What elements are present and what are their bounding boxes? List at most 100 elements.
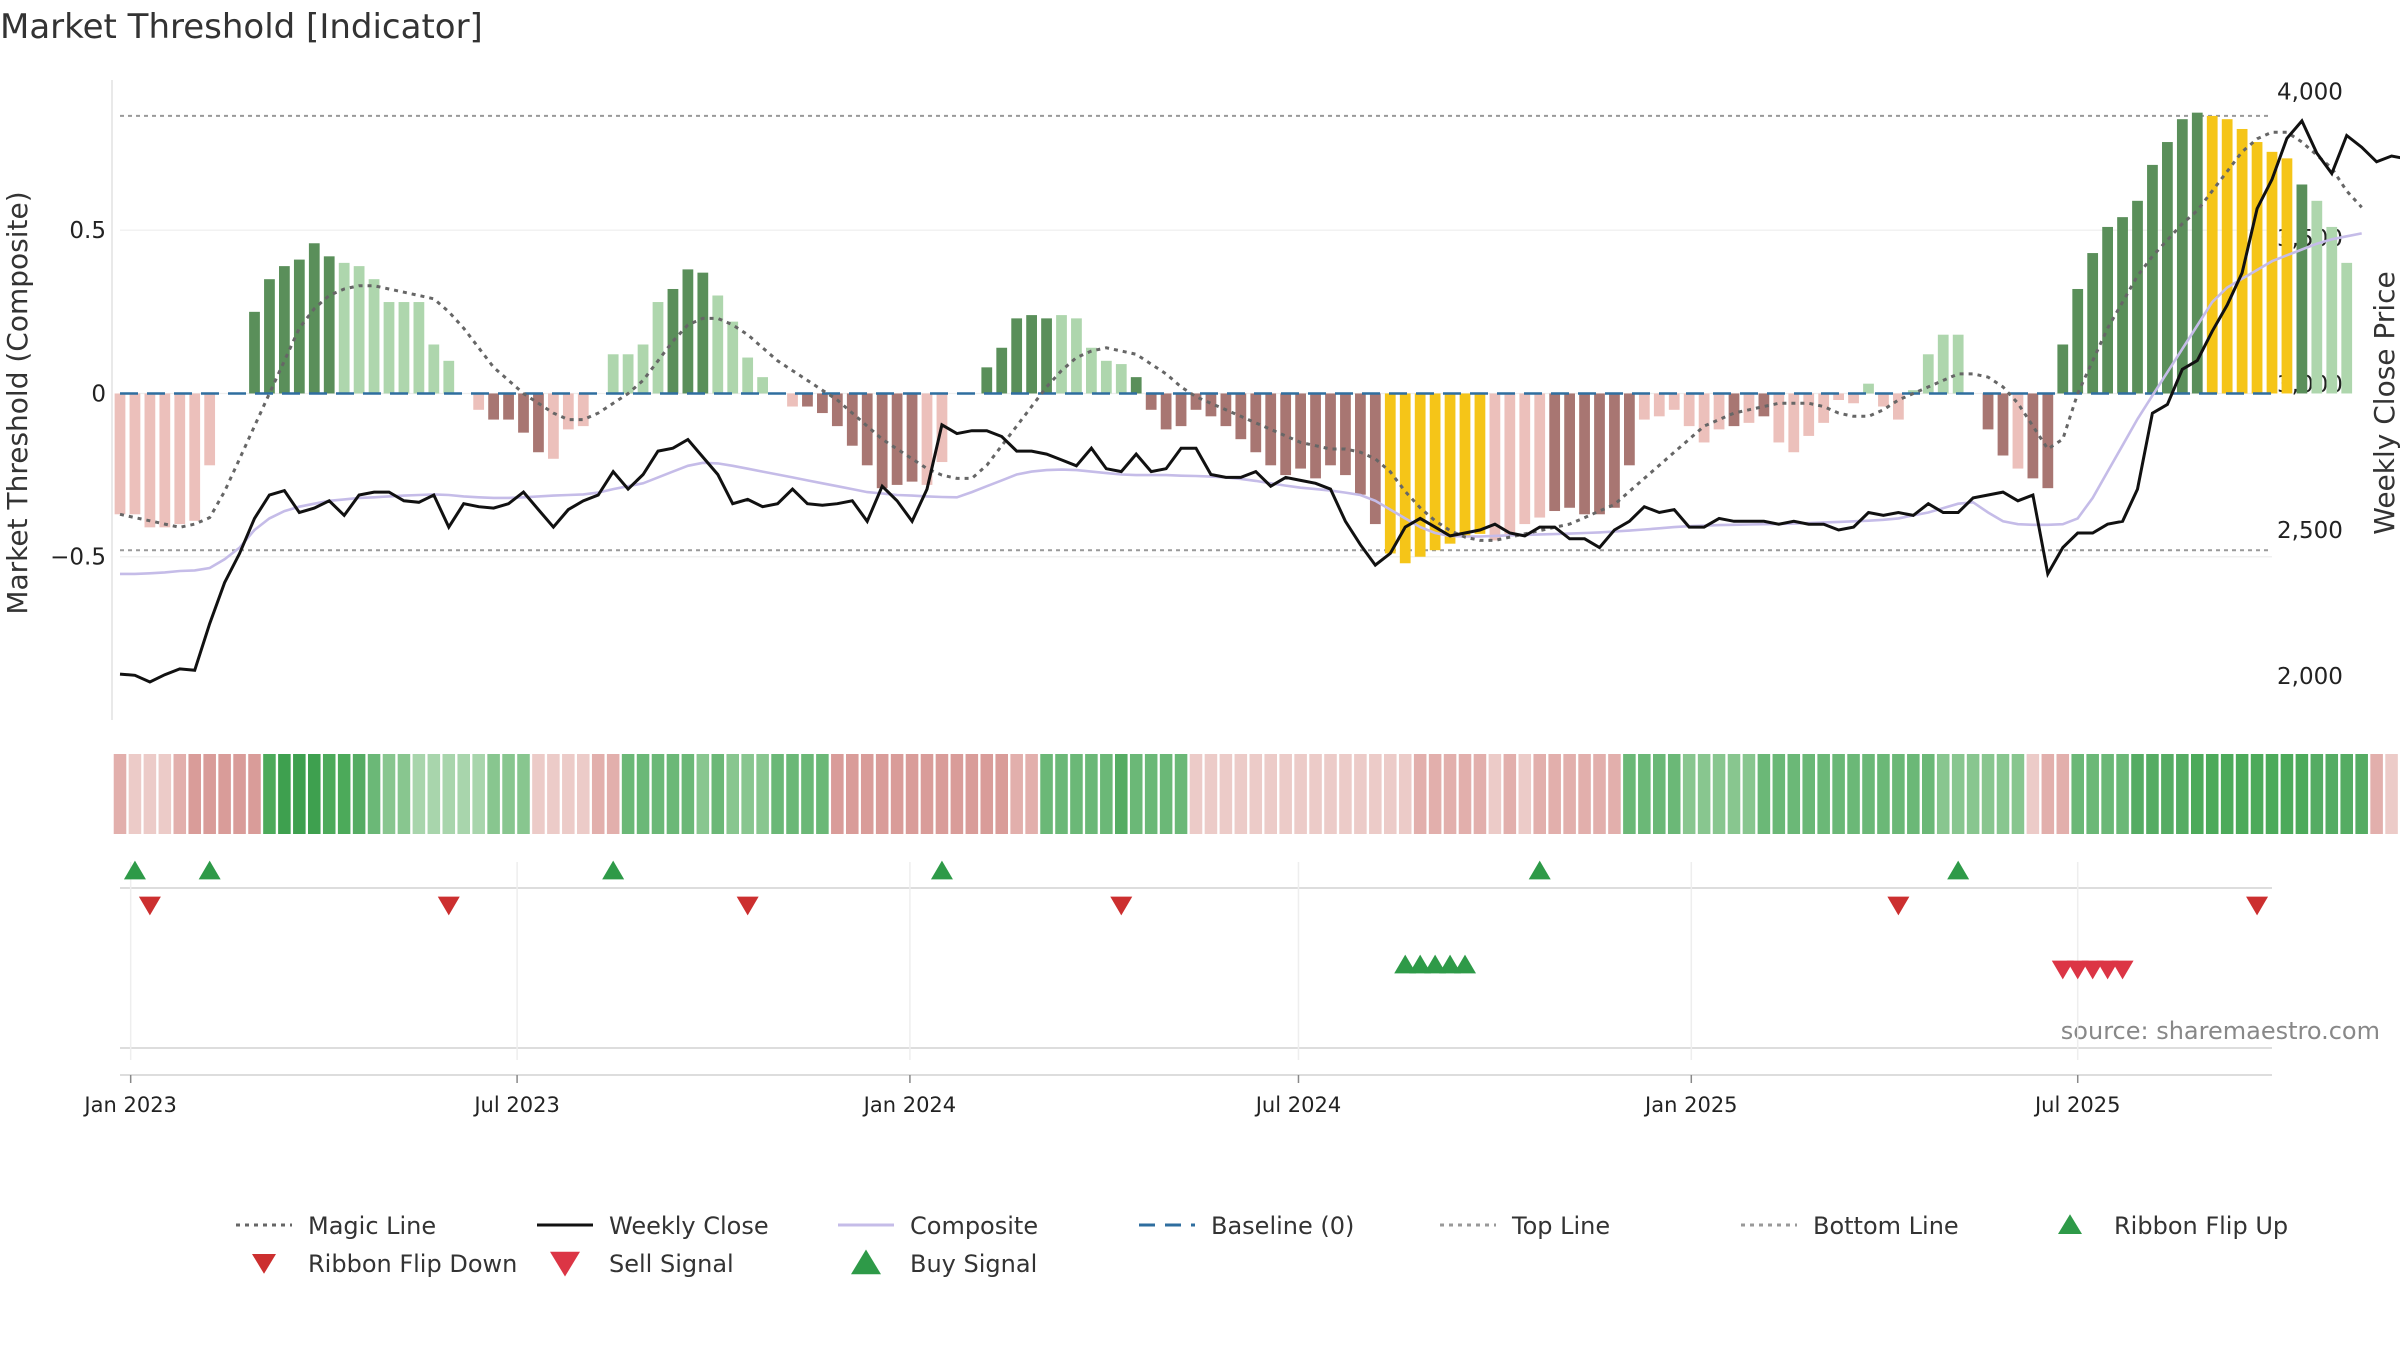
histogram-bar <box>861 393 873 466</box>
ribbon-cell <box>2205 754 2219 834</box>
histogram-bar <box>2206 115 2218 394</box>
ribbon-cell <box>621 754 635 834</box>
histogram-bar <box>1594 393 1605 515</box>
ribbon-cell <box>2026 754 2040 834</box>
histogram-bar <box>1340 393 1351 476</box>
histogram-bar <box>413 302 425 394</box>
ribbon-cell <box>1219 754 1233 834</box>
ribbon-flip-up-marker <box>602 860 625 880</box>
histogram-bar <box>1788 393 1800 453</box>
histogram-bar <box>1011 318 1023 394</box>
ribbon-cell <box>322 754 336 834</box>
ribbon-cell <box>1339 754 1352 834</box>
histogram-bar <box>1399 393 1411 564</box>
histogram-bar <box>697 272 709 394</box>
histogram-bar <box>338 262 350 394</box>
histogram-bar <box>1683 393 1695 427</box>
histogram-bar <box>353 266 365 394</box>
right-tick-label: 4,000 <box>2277 80 2343 106</box>
ribbon-flip-up-marker <box>123 860 146 880</box>
ribbon-flip-down-marker <box>1887 896 1910 916</box>
ribbon-cell <box>1742 754 1756 834</box>
ribbon-cell <box>397 754 411 834</box>
ribbon-cell <box>1324 754 1337 834</box>
ribbon-cell <box>2385 754 2398 834</box>
legend-label: Composite <box>910 1212 1038 1240</box>
histogram-bar <box>1205 393 1217 417</box>
histogram-bar <box>159 393 171 528</box>
ribbon-cell <box>1578 754 1591 834</box>
ribbon-cell <box>756 754 769 834</box>
right-axis-title: Weekly Close Price <box>2368 271 2400 534</box>
histogram-bar <box>1818 393 1830 423</box>
histogram-bar <box>637 344 649 394</box>
histogram-bar <box>1130 377 1142 394</box>
histogram-bar <box>1803 393 1815 436</box>
buy-signal-marker <box>1394 954 1417 974</box>
ribbon-cell <box>1264 754 1277 834</box>
ribbon-cell <box>2295 754 2309 834</box>
ribbon-cell <box>636 754 650 834</box>
ribbon-cell <box>875 754 889 834</box>
ribbon-cell <box>2071 754 2084 834</box>
ribbon-cell <box>2101 754 2114 834</box>
ribbon-cell <box>203 754 216 834</box>
legend-label: Ribbon Flip Down <box>308 1250 517 1278</box>
ribbon-cell <box>352 754 366 834</box>
ribbon-cell <box>1862 754 1875 834</box>
histogram-bar <box>428 344 440 394</box>
histogram-bar <box>398 302 410 394</box>
histogram-bar <box>1100 360 1112 394</box>
ribbon-cell <box>2280 754 2294 834</box>
ribbon-cell <box>2340 754 2353 834</box>
legend-swatch <box>252 1254 276 1274</box>
histogram-bar <box>846 393 858 446</box>
ribbon-cell <box>1638 754 1651 834</box>
ribbon-cell <box>1667 754 1681 834</box>
ribbon-cell <box>1787 754 1801 834</box>
ribbon-cell <box>263 754 276 834</box>
histogram-bar <box>2012 393 2024 469</box>
histogram-bar <box>129 393 141 515</box>
ribbon-cell <box>1040 754 1053 834</box>
histogram-bar <box>1982 393 1994 430</box>
ribbon-cell <box>606 754 620 834</box>
x-tick-label: Jan 2023 <box>82 1093 177 1117</box>
histogram-bar <box>443 360 455 394</box>
histogram-bar <box>562 393 574 430</box>
ribbon-cell <box>1294 754 1307 834</box>
histogram-bar <box>1310 393 1321 479</box>
ribbon-cell <box>1936 754 1950 834</box>
histogram-bar <box>1609 393 1620 508</box>
histogram-bar <box>876 393 888 489</box>
histogram-bar <box>383 302 395 394</box>
ribbon-cell <box>1458 754 1472 834</box>
ribbon-cell <box>1129 754 1143 834</box>
ribbon-cell <box>233 754 246 834</box>
ribbon-cell <box>816 754 829 834</box>
ribbon-cell <box>890 754 904 834</box>
histogram-bar <box>2326 226 2338 394</box>
ribbon-cell <box>412 754 426 834</box>
histogram-bar <box>757 377 768 394</box>
ribbon-cell <box>1070 754 1083 834</box>
legend-swatch <box>2058 1214 2082 1234</box>
ribbon-cell <box>308 754 321 834</box>
histogram-bar <box>891 393 903 485</box>
ribbon-cell <box>1981 754 1995 834</box>
histogram-bar <box>293 259 305 394</box>
ribbon-cell <box>1697 754 1711 834</box>
histogram-bar <box>1743 393 1755 423</box>
ribbon-cell <box>1189 754 1203 834</box>
ribbon-cell <box>517 754 530 834</box>
histogram-bar <box>1175 393 1187 427</box>
ribbon-cell <box>218 754 231 834</box>
legend-swatch <box>851 1249 881 1275</box>
histogram-bar <box>518 393 529 433</box>
sell-signal-marker <box>2066 960 2089 980</box>
histogram-bar <box>996 347 1008 394</box>
sell-signal-marker <box>2096 960 2119 980</box>
ribbon-flip-up-marker <box>930 860 953 880</box>
histogram-bar <box>368 279 380 394</box>
